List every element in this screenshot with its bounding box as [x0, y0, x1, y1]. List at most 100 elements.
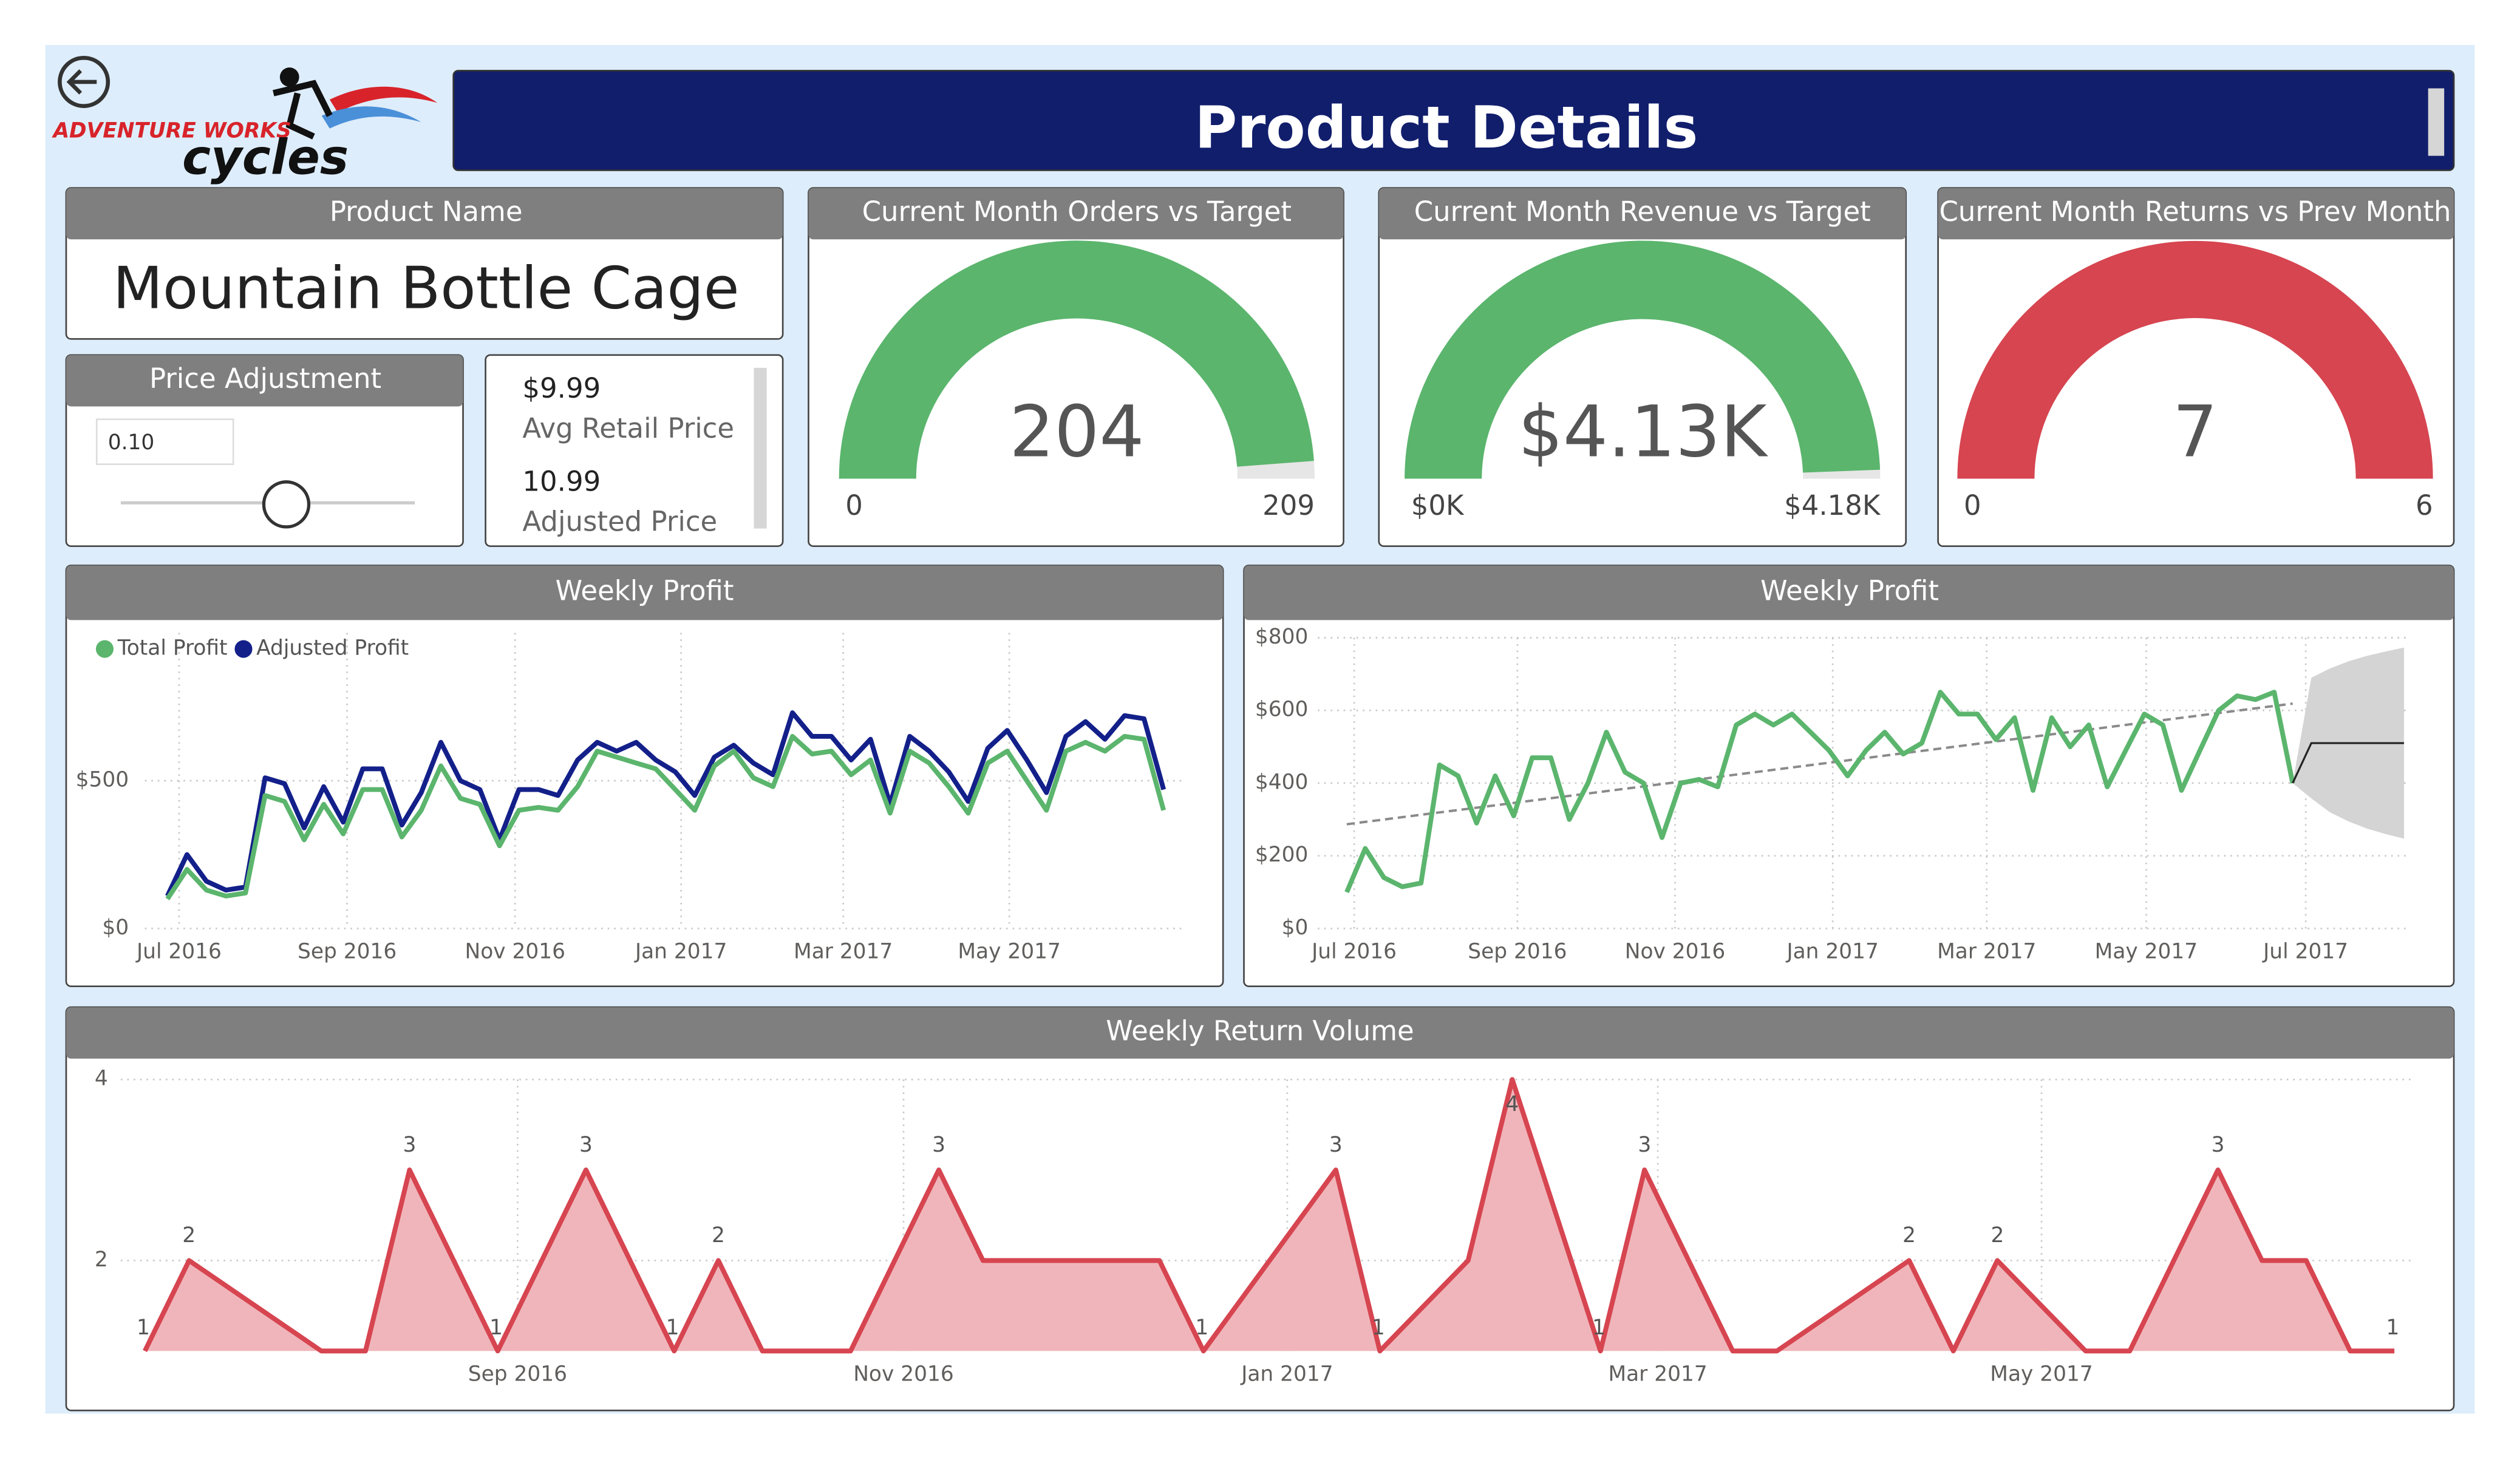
data-label: 3 [579, 1133, 593, 1157]
gauge-value-label: $4.13K [1518, 391, 1768, 473]
header-title: Product Details [1195, 95, 1698, 161]
input-value: 0.10 [108, 430, 155, 455]
data-label: 2 [1902, 1223, 1916, 1248]
data-label: 3 [2212, 1133, 2225, 1157]
x-tick-label: Jul 2016 [135, 940, 222, 964]
product-card: Product Name Mountain Bottle Cage [65, 187, 784, 340]
x-tick-label: May 2017 [1990, 1362, 2093, 1387]
area-fill [145, 1079, 2395, 1351]
data-label: 1 [137, 1316, 150, 1340]
x-tick-label: Mar 2017 [1608, 1362, 1707, 1387]
x-tick-label: Nov 2016 [465, 940, 566, 964]
x-tick-label: Jan 2017 [634, 940, 727, 964]
logo-rider [279, 67, 299, 87]
y-tick-label: $600 [1255, 698, 1308, 722]
panel-title: Weekly Return Volume [1106, 1014, 1414, 1047]
panel-title: Weekly Profit [1760, 574, 1939, 606]
panel-title: Current Month Revenue vs Target [1414, 195, 1871, 228]
gauge-min-label: $0K [1411, 489, 1465, 521]
price-label: Avg Retail Price [522, 412, 734, 444]
data-label: 2 [182, 1223, 196, 1248]
panel-title: Current Month Orders vs Target [862, 195, 1292, 228]
data-label: 3 [403, 1133, 417, 1157]
data-label: 3 [1638, 1133, 1651, 1157]
logo-swoosh [321, 106, 421, 129]
panel [65, 565, 1224, 988]
product-name: Mountain Bottle Cage [113, 255, 740, 322]
logo-name: cycles [182, 129, 349, 186]
x-tick-label: Mar 2017 [794, 940, 893, 964]
series-line [1344, 690, 2295, 894]
data-label: 3 [1329, 1133, 1343, 1157]
gauge-value-label: 7 [2173, 391, 2218, 473]
panel-header [66, 355, 463, 407]
price-value: 10.99 [522, 465, 601, 497]
x-tick-label: Nov 2016 [853, 1362, 954, 1387]
data-label: 1 [489, 1316, 503, 1340]
y-tick-label: $0 [1282, 915, 1309, 940]
price-card: $9.99 Avg Retail Price 10.99 Adjusted Pr… [485, 354, 784, 547]
price-adjustment: Price Adjustment 0.10 [65, 354, 464, 547]
scrollbar [754, 367, 767, 529]
data-label: 1 [2386, 1316, 2400, 1340]
data-label: 2 [712, 1223, 725, 1248]
y-tick-label: $400 [1255, 770, 1308, 794]
gauge-min-label: 0 [1964, 489, 1981, 521]
header-bar [452, 70, 2455, 171]
panel [485, 354, 784, 547]
panel-title: Weekly Profit [556, 574, 734, 606]
data-label: 1 [666, 1316, 679, 1340]
forecast-line [2292, 742, 2405, 784]
gauge-value-label: 204 [1009, 391, 1144, 473]
x-tick-label: Jul 2016 [1310, 940, 1397, 964]
y-tick-label: $0 [102, 915, 129, 940]
panel-header [1244, 565, 2454, 620]
header-scrollbar [2428, 88, 2445, 156]
logo-swoosh [329, 86, 438, 113]
gauge-value [1405, 240, 1881, 479]
x-tick-label: Sep 2016 [1468, 940, 1567, 964]
trend-line [1346, 702, 2293, 826]
back-button[interactable] [58, 55, 111, 108]
y-tick-label: $200 [1255, 843, 1308, 867]
y-tick-label: 4 [95, 1067, 108, 1091]
data-label: 1 [1195, 1316, 1208, 1340]
legend-label: Adjusted Profit [256, 636, 409, 661]
series-line [165, 733, 1166, 900]
panel-header [66, 188, 783, 240]
y-tick-label: 2 [95, 1248, 108, 1272]
series-line [165, 710, 1166, 897]
x-tick-label: May 2017 [2095, 940, 2198, 964]
logo-brand: ADVENTURE WORKS [51, 118, 291, 143]
panel-header [66, 1007, 2454, 1059]
x-tick-label: May 2017 [958, 940, 1060, 964]
legend-marker [95, 640, 114, 658]
gauge-max-label: $4.18K [1784, 489, 1881, 521]
x-tick-label: Sep 2016 [298, 940, 397, 964]
back-arrow [66, 69, 97, 95]
y-tick-label: $500 [76, 767, 129, 792]
panel-title: Product Name [330, 195, 523, 228]
input-box[interactable] [95, 418, 234, 466]
panel-header [1378, 188, 1906, 240]
gauge-min-label: 0 [845, 489, 863, 521]
y-tick-label: $800 [1255, 625, 1308, 649]
x-tick-label: Mar 2017 [1937, 940, 2036, 964]
panel-title: Current Month Returns vs Prev Month [1939, 195, 2451, 228]
slider-handle[interactable] [262, 480, 311, 529]
x-tick-label: Sep 2016 [468, 1362, 567, 1387]
x-tick-label: Jul 2017 [2262, 940, 2348, 964]
data-label: 1 [1592, 1316, 1606, 1340]
panel-title: Price Adjustment [149, 362, 381, 395]
gauge-max-label: 6 [2416, 489, 2433, 521]
logo: ADVENTURE WORKS cycles [51, 55, 438, 186]
price-value: $9.99 [522, 372, 601, 404]
data-label: 2 [1990, 1223, 2004, 1248]
legend-label: Total Profit [117, 636, 228, 661]
x-tick-label: Jan 2017 [1240, 1362, 1333, 1387]
legend-marker [234, 640, 253, 658]
data-label: 1 [1372, 1316, 1385, 1340]
logo-rider [273, 80, 333, 140]
